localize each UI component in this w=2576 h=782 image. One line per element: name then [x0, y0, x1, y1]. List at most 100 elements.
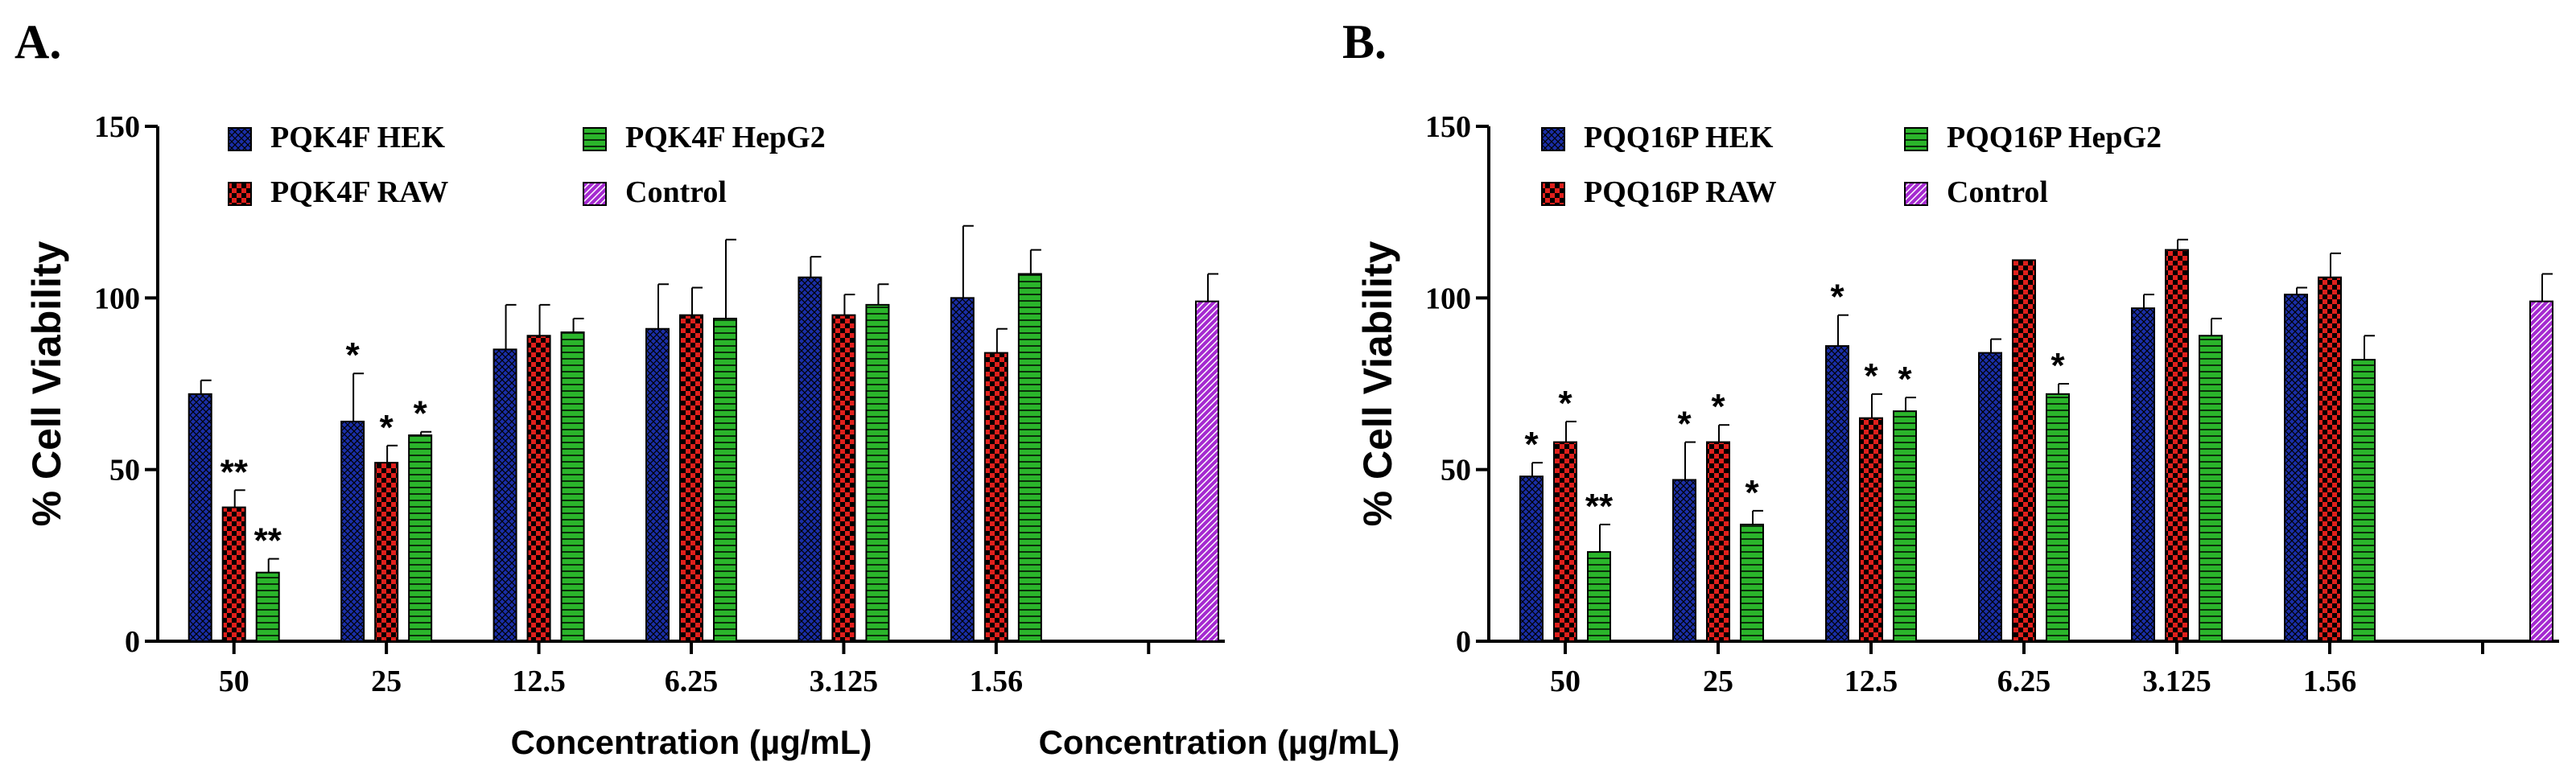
bar: [679, 314, 703, 642]
significance-marker: *: [1864, 356, 1878, 396]
significance-marker: **: [221, 452, 249, 492]
x-tick-label: 25: [371, 665, 402, 698]
bar: [983, 352, 1008, 642]
panel-label: B.: [1342, 15, 1387, 68]
significance-marker: **: [254, 521, 282, 561]
bar: [408, 434, 433, 642]
x-tick-label: 12.5: [1844, 665, 1898, 698]
y-tick-label: 50: [1440, 454, 1471, 488]
x-axis-title: Concentration (µg/mL): [1039, 723, 1400, 761]
bar: [2131, 307, 2155, 642]
significance-marker: *: [1898, 360, 1912, 399]
legend-swatch: [583, 127, 607, 151]
legend-label: PQK4F HepG2: [625, 121, 826, 154]
y-tick-label: 100: [94, 282, 140, 315]
x-tick-label: 6.25: [1997, 665, 2051, 698]
significance-marker: *: [2050, 346, 2065, 385]
bar: [1893, 410, 1917, 642]
bar: [798, 276, 822, 642]
x-tick-label: 6.25: [665, 665, 719, 698]
x-tick-label: 1.56: [970, 665, 1024, 698]
bar-control: [1195, 300, 1219, 642]
x-tick-label: 50: [1550, 665, 1581, 698]
significance-marker: *: [346, 335, 361, 375]
bar: [1587, 551, 1611, 642]
bar: [560, 331, 585, 642]
legend-label: PQK4F HEK: [270, 121, 446, 154]
y-axis-title: % Cell Viability: [1355, 241, 1400, 526]
x-tick-label: 3.125: [2142, 665, 2211, 698]
significance-marker: *: [1711, 387, 1725, 426]
x-tick-label: 12.5: [512, 665, 566, 698]
y-tick-label: 150: [94, 110, 140, 144]
legend-label: PQQ16P RAW: [1584, 175, 1777, 209]
legend-swatch: [583, 182, 607, 206]
legend-label: PQK4F RAW: [270, 175, 448, 209]
bar: [1519, 475, 1544, 643]
bar: [1553, 441, 1577, 642]
bar: [2165, 249, 2189, 642]
bar: [255, 571, 280, 643]
x-axis-title: Concentration (µg/mL): [511, 723, 872, 761]
legend-label: Control: [625, 175, 727, 209]
bar: [1672, 479, 1696, 643]
bar-control: [2529, 300, 2553, 642]
bar: [1017, 273, 1042, 642]
significance-marker: **: [1585, 487, 1614, 526]
legend-label: Control: [1947, 175, 2048, 209]
bar: [188, 393, 212, 642]
legend-swatch: [1904, 182, 1928, 206]
bar: [1978, 352, 2002, 642]
y-tick-label: 150: [1425, 110, 1471, 144]
bar: [2284, 294, 2308, 642]
significance-marker: *: [380, 408, 394, 447]
bar: [1825, 345, 1849, 642]
significance-marker: *: [1558, 384, 1572, 423]
x-tick-label: 1.56: [2303, 665, 2357, 698]
x-tick-label: 3.125: [810, 665, 879, 698]
significance-marker: *: [1830, 278, 1844, 317]
bar: [2318, 276, 2342, 642]
bar: [645, 327, 670, 642]
legend-label: PQQ16P HepG2: [1947, 121, 2162, 154]
significance-marker: *: [1745, 473, 1759, 512]
bar: [950, 297, 975, 642]
bar: [1706, 441, 1730, 642]
y-tick-label: 50: [109, 454, 140, 488]
legend-swatch: [228, 182, 252, 206]
panel-label: A.: [14, 15, 61, 68]
bar: [2351, 359, 2376, 642]
y-axis-title: % Cell Viability: [24, 241, 69, 526]
bar: [865, 303, 890, 642]
bar: [2012, 259, 2036, 642]
legend-swatch: [1904, 127, 1928, 151]
x-tick-label: 25: [1703, 665, 1733, 698]
bar: [2199, 335, 2223, 642]
x-tick-label: 50: [219, 665, 249, 698]
y-tick-label: 100: [1425, 282, 1471, 315]
bar: [1859, 417, 1883, 643]
legend-swatch: [1541, 182, 1565, 206]
y-tick-label: 0: [125, 625, 140, 659]
significance-marker: *: [1677, 405, 1692, 444]
legend-swatch: [1541, 127, 1565, 151]
bar: [493, 348, 517, 642]
legend-swatch: [228, 127, 252, 151]
bar: [1740, 523, 1764, 643]
y-tick-label: 0: [1456, 625, 1471, 659]
bar: [526, 335, 551, 642]
bar: [2046, 393, 2070, 642]
bar: [831, 314, 856, 642]
significance-marker: *: [414, 394, 428, 434]
bar: [221, 506, 246, 642]
bar: [340, 420, 365, 643]
legend-label: PQQ16P HEK: [1584, 121, 1774, 154]
bar: [713, 317, 737, 642]
significance-marker: *: [1524, 425, 1539, 464]
bar: [374, 462, 399, 643]
